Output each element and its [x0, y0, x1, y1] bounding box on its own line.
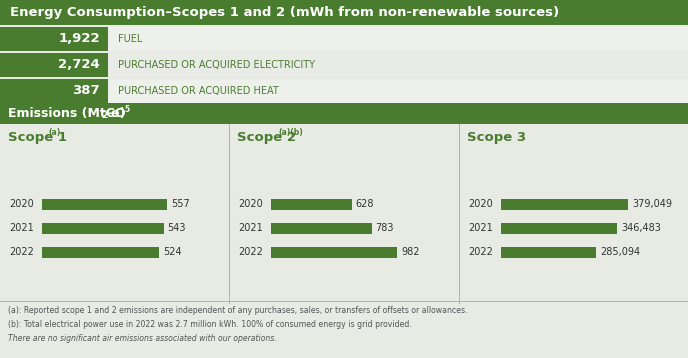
Bar	[0, 124, 688, 304]
Bar	[501, 247, 596, 257]
Text: 2022: 2022	[9, 247, 34, 257]
Text: 557: 557	[171, 199, 189, 209]
Text: 2020: 2020	[468, 199, 493, 209]
Text: 2021: 2021	[468, 223, 493, 233]
Bar	[229, 124, 230, 304]
Bar	[42, 247, 160, 257]
Bar	[271, 198, 352, 209]
Bar	[42, 198, 166, 209]
Text: Scope 1: Scope 1	[8, 131, 67, 144]
Text: (a): Reported scope 1 and 2 emissions are independent of any purchases, sales, o: (a): Reported scope 1 and 2 emissions ar…	[8, 306, 468, 315]
Text: 2,724: 2,724	[58, 58, 100, 72]
Bar	[0, 53, 108, 77]
Bar	[271, 247, 397, 257]
Text: -e): -e)	[106, 107, 125, 120]
Text: Emissions (MtCO: Emissions (MtCO	[8, 107, 125, 120]
Text: (a): (a)	[49, 127, 61, 136]
Text: 5: 5	[124, 105, 129, 114]
Text: There are no significant air emissions associated with our operations.: There are no significant air emissions a…	[8, 334, 277, 343]
Text: (a)(b): (a)(b)	[278, 127, 303, 136]
Text: Energy Consumption–Scopes 1 and 2 (mWh from non-renewable sources): Energy Consumption–Scopes 1 and 2 (mWh f…	[10, 6, 559, 19]
Bar	[0, 53, 688, 77]
Bar	[0, 79, 688, 103]
Bar	[42, 223, 164, 233]
Bar	[0, 103, 688, 124]
Text: 2020: 2020	[239, 199, 264, 209]
Text: 982: 982	[401, 247, 420, 257]
Bar	[0, 27, 688, 51]
Text: 379,049: 379,049	[632, 199, 672, 209]
Text: Scope 2: Scope 2	[237, 131, 297, 144]
Text: 2: 2	[101, 111, 107, 121]
Bar	[501, 223, 617, 233]
Text: (b): Total electrical power use in 2022 was 2.7 million kWh. 100% of consumed en: (b): Total electrical power use in 2022 …	[8, 320, 412, 329]
Bar	[271, 223, 372, 233]
Bar	[0, 79, 108, 103]
Text: FUEL: FUEL	[118, 34, 142, 44]
Text: 524: 524	[163, 247, 182, 257]
Text: Scope 3: Scope 3	[466, 131, 526, 144]
Text: 346,483: 346,483	[621, 223, 661, 233]
Bar	[0, 0, 688, 25]
Bar	[0, 301, 688, 302]
Text: 387: 387	[72, 84, 100, 97]
Text: 2022: 2022	[468, 247, 493, 257]
Text: PURCHASED OR ACQUIRED HEAT: PURCHASED OR ACQUIRED HEAT	[118, 86, 279, 96]
Bar	[459, 124, 460, 304]
Text: 1,922: 1,922	[58, 33, 100, 45]
Text: 783: 783	[376, 223, 394, 233]
Bar	[501, 198, 628, 209]
Bar	[0, 27, 108, 51]
Text: 2020: 2020	[9, 199, 34, 209]
Text: 2022: 2022	[239, 247, 264, 257]
Text: 285,094: 285,094	[601, 247, 641, 257]
Text: 628: 628	[356, 199, 374, 209]
Text: 2021: 2021	[239, 223, 264, 233]
Text: 543: 543	[168, 223, 186, 233]
Text: PURCHASED OR ACQUIRED ELECTRICITY: PURCHASED OR ACQUIRED ELECTRICITY	[118, 60, 315, 70]
Text: 2021: 2021	[9, 223, 34, 233]
